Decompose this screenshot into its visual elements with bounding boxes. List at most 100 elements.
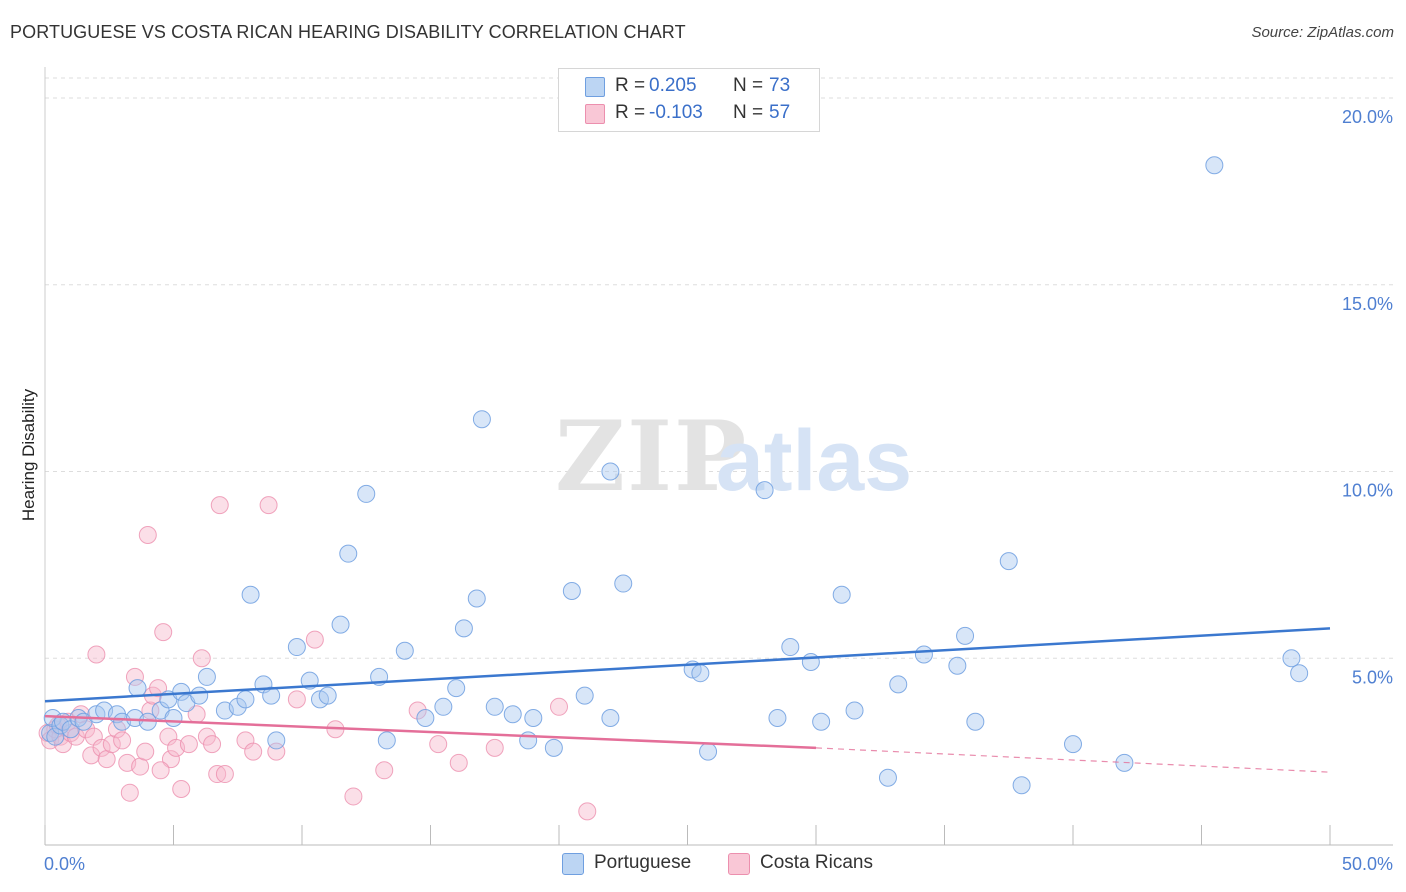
data-point-costa-ricans [208,765,227,784]
data-point-portuguese [544,738,563,757]
data-point-costa-ricans [305,630,324,649]
data-point-portuguese [845,701,864,720]
data-point-portuguese [318,686,337,705]
data-point-portuguese [236,690,255,709]
data-point-portuguese [197,667,216,686]
data-point-costa-ricans [87,645,106,664]
data-point-portuguese [503,705,522,724]
data-point-costa-ricans [408,701,427,720]
legend-swatch-blue [585,77,605,97]
grid-lines [45,77,1393,659]
data-point-costa-ricans [485,738,504,757]
bottom-legend-label-costa-ricans: Costa Ricans [760,852,873,873]
data-point-costa-ricans [113,731,132,750]
data-point-portuguese [447,679,466,698]
bottom-legend-swatch-blue [562,853,584,875]
data-point-portuguese [948,656,967,675]
data-point-portuguese [357,484,376,503]
data-point-portuguese [287,638,306,657]
data-point-portuguese [395,641,414,660]
data-point-portuguese [999,552,1018,571]
data-point-costa-ricans [429,735,448,754]
data-point-costa-ricans [141,701,160,720]
data-point-portuguese [699,742,718,761]
y-tick-label: 20.0% [1342,107,1393,127]
data-point-portuguese [190,686,209,705]
data-point-portuguese [562,582,581,601]
legend-r-label: R = [615,102,646,123]
trend-line-costa-ricans-extension [815,747,1331,773]
data-point-portuguese [331,615,350,634]
data-point-portuguese [228,697,247,716]
data-point-portuguese [262,686,281,705]
bottom-legend-swatch-pink [728,853,750,875]
data-point-costa-ricans [192,649,211,668]
data-point-costa-ricans [550,697,568,716]
legend-r-value: 0.205 [649,75,697,96]
data-point-costa-ricans [259,496,278,515]
data-point-costa-ricans [151,761,170,780]
y-axis-label: Hearing Disability [19,388,38,521]
data-point-costa-ricans [172,779,191,798]
y-tick-label: 5.0% [1352,667,1393,687]
data-point-costa-ricans [92,738,111,757]
legend-n-label: N = [733,102,764,123]
data-point-portuguese [241,585,260,604]
data-point-portuguese [524,709,543,728]
data-point-portuguese [914,645,933,664]
data-point-costa-ricans [120,783,139,802]
data-point-portuguese [601,462,620,481]
y-tick-label: 10.0% [1342,481,1393,501]
stats-legend: R = 0.205 N = 73 R = -0.103 N = 57 [558,68,820,132]
legend-n-value: 57 [769,102,791,123]
data-point-portuguese [128,679,147,698]
legend-r-label: R = [615,75,646,96]
data-point-costa-ricans [287,690,306,709]
data-point-costa-ricans [138,525,157,544]
data-point-portuguese [966,712,985,731]
data-point-costa-ricans [125,667,144,686]
data-point-portuguese [377,731,396,750]
data-point-portuguese [812,712,831,731]
data-point-portuguese [801,652,820,671]
data-point-portuguese [878,768,897,787]
data-point-costa-ricans [161,750,180,769]
data-point-portuguese [485,697,504,716]
data-point-portuguese [1290,664,1309,683]
data-point-portuguese [575,686,594,705]
data-point-costa-ricans [203,735,222,754]
data-point-costa-ricans [154,623,173,642]
bottom-legend-label-portuguese: Portuguese [594,852,692,873]
data-point-portuguese [768,709,787,728]
x-tick-label: 50.0% [1342,854,1393,874]
data-point-costa-ricans [449,753,468,772]
data-point-portuguese [1205,156,1224,175]
data-point-costa-ricans [136,742,155,761]
data-point-costa-ricans [344,787,363,806]
watermark-atlas: atlas [716,413,912,509]
trend-line-portuguese [44,627,1331,703]
trend-line-costa-ricans [44,714,817,750]
data-point-costa-ricans [375,761,394,780]
data-point-portuguese [519,731,538,750]
data-point-costa-ricans [210,496,229,515]
data-point-portuguese [1012,776,1031,795]
data-point-portuguese [691,664,710,683]
data-point-portuguese [614,574,633,593]
data-point-portuguese [267,731,286,750]
data-point-portuguese [1064,735,1082,754]
data-point-costa-ricans [82,746,101,765]
data-point-portuguese [889,675,908,694]
legend-n-value: 73 [769,75,791,96]
source-label: Source: ZipAtlas.com [1251,24,1394,41]
data-point-portuguese [164,709,183,728]
data-point-portuguese [781,638,800,657]
data-point-costa-ricans [179,735,198,754]
tick-labels: 5.0% 10.0% 15.0% 20.0% 0.0% 50.0% [44,107,1393,874]
data-point-portuguese [46,727,65,746]
chart-title: PORTUGUESE VS COSTA RICAN HEARING DISABI… [10,22,686,42]
data-point-portuguese [434,697,453,716]
data-point-costa-ricans [149,679,168,698]
watermark-zip: ZIP [555,400,748,513]
